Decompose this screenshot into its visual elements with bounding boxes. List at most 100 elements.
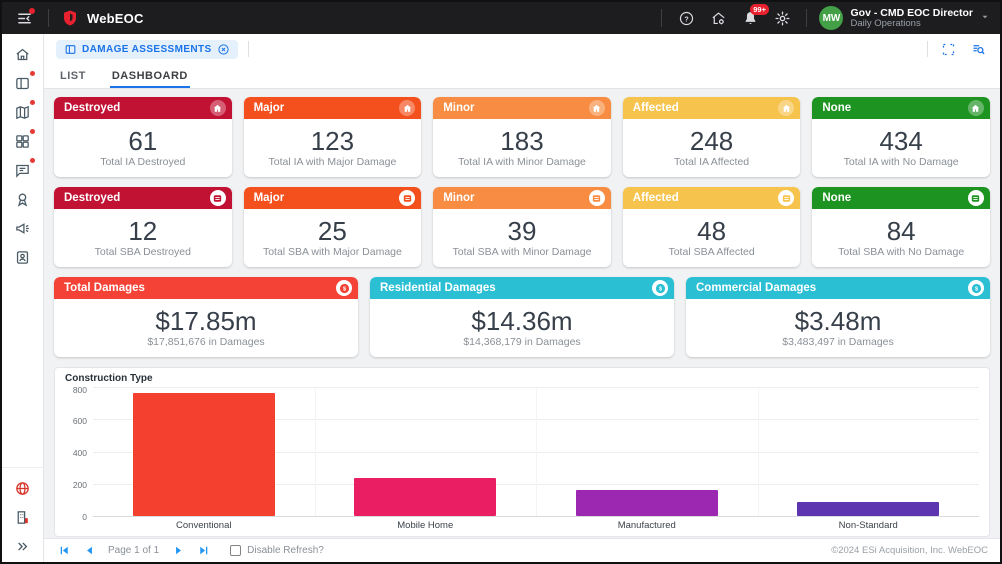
home-icon[interactable] (10, 44, 36, 64)
card-title: Residential Damages (380, 282, 496, 294)
board-search-icon[interactable] (968, 39, 988, 59)
tab-list[interactable]: LIST (58, 66, 88, 88)
home-icon (399, 100, 416, 116)
card-caption: Total IA with Minor Damage (458, 156, 586, 168)
card-value: 84 (886, 216, 916, 246)
checkbox-icon[interactable] (230, 545, 242, 556)
card-title: None (822, 102, 852, 114)
card-header: Affected (622, 187, 801, 209)
card-ia-affected: Affected 248 Total IA Affected (622, 97, 801, 177)
card-title: Total Damages (64, 282, 145, 294)
card-caption: Total IA with Major Damage (268, 156, 397, 168)
bar-manufactured[interactable] (575, 490, 718, 516)
card-ia-none: None 434 Total IA with No Damage (812, 97, 990, 177)
card-title: Minor (443, 102, 475, 114)
maps-icon[interactable] (10, 100, 36, 122)
first-page-icon[interactable] (56, 543, 72, 559)
svg-text:?: ? (684, 15, 688, 23)
card-caption: $3,483,497 in Damages (782, 336, 894, 348)
menu-open-icon[interactable] (12, 6, 36, 30)
bar-conventional[interactable] (132, 393, 275, 516)
y-axis: 800 600 400 200 0 (65, 385, 93, 522)
card-sba-minor: Minor 39 Total SBA with Minor Damage (433, 187, 611, 267)
page-footer: Page 1 of 1 Disable Refresh? ©2024 ESi A… (44, 538, 1000, 562)
globe-icon[interactable] (10, 478, 36, 498)
card-caption: $17,851,676 in Damages (147, 336, 265, 348)
alert-dot (29, 100, 35, 105)
app-title: WebEOC (87, 10, 144, 26)
card-header: Major (243, 97, 422, 119)
business-icon (967, 190, 984, 206)
webeoc-shield-logo (61, 9, 79, 27)
x-label: Non-Standard (838, 520, 898, 531)
card-commercial-damages: Commercial Damages $ $3.48m $3,483,497 in… (686, 277, 990, 357)
help-icon[interactable]: ? (674, 6, 698, 30)
gridline (757, 387, 759, 516)
dollar-icon: $ (968, 280, 984, 296)
x-label: Mobile Home (397, 520, 454, 531)
card-header: Minor (433, 187, 611, 209)
business-icon (588, 190, 605, 206)
x-label: Conventional (176, 520, 232, 531)
card-value: $14.36m (471, 306, 573, 336)
card-header: Major (243, 187, 422, 209)
card-caption: Total SBA with Major Damage (262, 246, 402, 258)
left-sidebar (2, 34, 44, 562)
card-value: 25 (317, 216, 347, 246)
card-sba-major: Major 25 Total SBA with Major Damage (243, 187, 422, 267)
card-residential-damages: Residential Damages $ $14.36m $14,368,179… (370, 277, 674, 357)
messages-icon[interactable] (10, 158, 36, 180)
damages-card-row: Total Damages $ $17.85m $17,851,676 in Da… (54, 277, 990, 357)
megaphone-icon[interactable] (10, 218, 36, 238)
card-header: Residential Damages $ (370, 277, 674, 299)
disable-refresh-checkbox[interactable]: Disable Refresh? (230, 545, 324, 556)
previous-page-icon[interactable] (81, 543, 97, 559)
next-page-icon[interactable] (170, 543, 186, 559)
card-caption: $14,368,179 in Damages (463, 336, 581, 348)
card-header: Destroyed (54, 187, 232, 209)
bar-chart-plot (93, 387, 979, 517)
alert-dot (29, 158, 35, 163)
bar-non-standard[interactable] (797, 502, 940, 516)
apps-icon[interactable] (10, 129, 36, 151)
user-menu[interactable]: MW Gov - CMD EOC Director Daily Operatio… (819, 6, 990, 30)
card-header: None (812, 187, 990, 209)
notification-badge: 99+ (749, 4, 770, 15)
expand-sidebar-icon[interactable] (10, 536, 36, 556)
boards-icon[interactable] (10, 71, 36, 93)
close-icon[interactable] (217, 43, 230, 56)
card-header: Minor (433, 97, 611, 119)
tab-dashboard[interactable]: DASHBOARD (109, 66, 190, 88)
contacts-icon[interactable] (10, 247, 36, 267)
award-icon[interactable] (10, 189, 36, 209)
card-ia-minor: Minor 183 Total IA with Minor Damage (433, 97, 611, 177)
alert-dot (29, 129, 35, 134)
notifications-icon[interactable]: 99+ (738, 4, 770, 30)
card-header: Affected (622, 97, 801, 119)
y-tick: 0 (82, 512, 87, 522)
bar-mobile-home[interactable] (354, 478, 497, 516)
home-icon (778, 100, 795, 116)
card-value: $17.85m (155, 306, 257, 336)
card-title: Major (253, 102, 285, 114)
card-caption: Total IA Affected (674, 156, 750, 168)
chart-title: Construction Type (65, 373, 153, 384)
card-sba-none: None 84 Total SBA with No Damage (812, 187, 990, 267)
home-settings-icon[interactable] (706, 6, 730, 30)
board-chip-damage-assessments[interactable]: DAMAGE ASSESSMENTS (56, 39, 238, 59)
settings-icon[interactable] (770, 6, 794, 30)
last-page-icon[interactable] (195, 543, 211, 559)
svg-text:$: $ (974, 286, 977, 292)
gridline (536, 387, 537, 516)
business-icon (399, 190, 416, 206)
card-ia-major: Major 123 Total IA with Major Damage (243, 97, 422, 177)
card-header: Total Damages $ (54, 277, 358, 299)
card-title: Destroyed (64, 102, 121, 114)
page-indicator: Page 1 of 1 (108, 545, 160, 556)
card-title: Minor (443, 192, 475, 204)
card-sba-affected: Affected 48 Total SBA Affected (622, 187, 801, 267)
card-value: 183 (500, 126, 544, 156)
board-icon (65, 44, 76, 54)
fullscreen-icon[interactable] (938, 39, 958, 59)
organization-icon[interactable] (10, 507, 36, 527)
